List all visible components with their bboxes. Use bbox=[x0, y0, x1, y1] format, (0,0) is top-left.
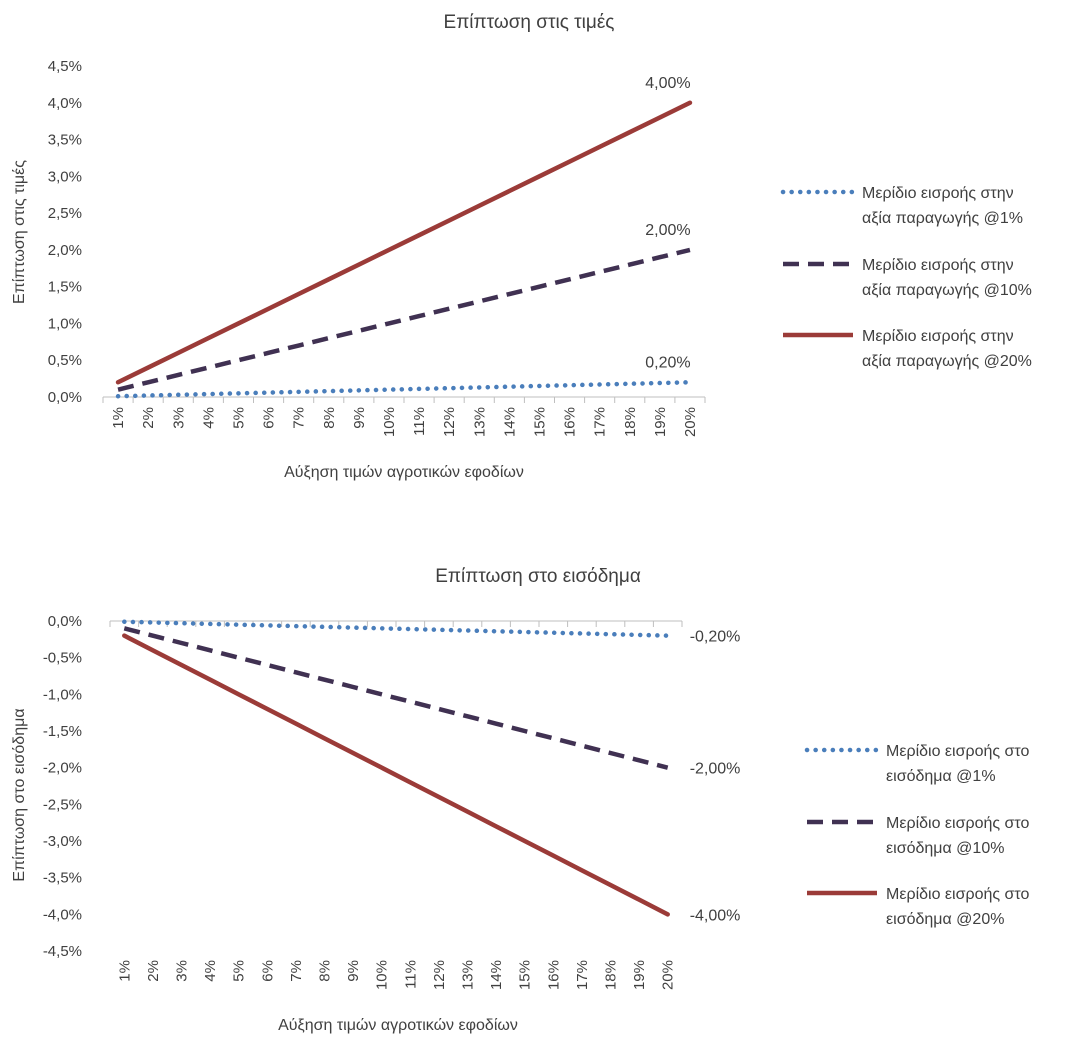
legend-label: αξία παραγωγής @20% bbox=[862, 353, 1032, 370]
series-line-solid bbox=[115, 100, 693, 385]
x-tick-label: 9% bbox=[345, 960, 362, 982]
data-label: 4,00% bbox=[645, 75, 690, 92]
x-tick-label: 14% bbox=[501, 407, 518, 437]
x-tick-label: 7% bbox=[288, 960, 305, 982]
y-tick-label: -4,0% bbox=[43, 906, 82, 923]
x-tick-label: 3% bbox=[174, 960, 191, 982]
x-tick-label: 20% bbox=[660, 960, 677, 990]
y-tick-label: 2,0% bbox=[48, 242, 82, 259]
data-label: 2,00% bbox=[645, 222, 690, 239]
x-tick-label: 4% bbox=[200, 407, 217, 429]
legend-label: Μερίδιο εισροής στην bbox=[862, 257, 1014, 274]
legend-label: εισόδημα @10% bbox=[886, 840, 1004, 857]
chart-title: Επίπτωση στις τιμές bbox=[444, 12, 615, 33]
y-tick-label: -4,5% bbox=[43, 943, 82, 960]
y-tick-label: 4,5% bbox=[48, 58, 82, 75]
legend-label: Μερίδιο εισροής στο bbox=[886, 743, 1030, 760]
legend-label: εισόδημα @20% bbox=[886, 911, 1004, 928]
x-tick-label: 11% bbox=[411, 407, 428, 436]
y-tick-label: 1,0% bbox=[48, 315, 82, 332]
legend-label: αξία παραγωγής @10% bbox=[862, 282, 1032, 299]
x-tick-label: 8% bbox=[321, 407, 338, 429]
y-tick-label: 0,0% bbox=[48, 613, 82, 630]
data-label: -4,00% bbox=[690, 907, 741, 924]
x-tick-label: 6% bbox=[261, 407, 278, 429]
legend-label: Μερίδιο εισροής στο bbox=[886, 886, 1030, 903]
x-tick-label: 4% bbox=[202, 960, 219, 982]
x-tick-label: 15% bbox=[517, 960, 534, 990]
chart-2: Επίπτωση στο εισόδημα 0,0% -0,5% -1,0% -1,5%… bbox=[11, 566, 1030, 1034]
x-tick-label: 16% bbox=[562, 407, 579, 437]
chart-1: Επίπτωση στις τιμές 0,0% 0,5% 1,0% 1,5% 2,0% 2… bbox=[11, 12, 1032, 481]
x-tick-label: 17% bbox=[592, 407, 609, 437]
y-tick-label: -3,0% bbox=[43, 833, 82, 850]
legend-label: αξία παραγωγής @1% bbox=[862, 210, 1023, 227]
series-line-dotted bbox=[115, 380, 693, 399]
y-tick-label: 4,0% bbox=[48, 95, 82, 112]
series-line-solid bbox=[122, 633, 670, 917]
x-axis-title: Αύξηση τιμών αγροτικών εφοδίων bbox=[284, 464, 524, 481]
x-tick-label: 9% bbox=[351, 407, 368, 429]
x-tick-label: 5% bbox=[231, 960, 248, 982]
legend-label: Μερίδιο εισροής στην bbox=[862, 185, 1014, 202]
x-tick-label: 12% bbox=[431, 960, 448, 990]
chart-title: Επίπτωση στο εισόδημα bbox=[435, 566, 641, 587]
y-tick-label: -3,5% bbox=[43, 870, 82, 887]
x-tick-label: 6% bbox=[259, 960, 276, 982]
x-axis-title: Αύξηση τιμών αγροτικών εφοδίων bbox=[278, 1017, 518, 1034]
series-line-dashed bbox=[123, 626, 669, 770]
data-label: -2,00% bbox=[690, 761, 741, 778]
x-tick-label: 10% bbox=[374, 960, 391, 990]
y-tick-label: 0,5% bbox=[48, 352, 82, 369]
x-tick-label: 10% bbox=[381, 407, 398, 437]
x-tick-label: 13% bbox=[471, 407, 488, 437]
x-tick-label: 2% bbox=[145, 960, 162, 982]
y-axis-title: Επίπτωση στο εισόδημα bbox=[11, 708, 28, 881]
legend-label: εισόδημα @1% bbox=[886, 768, 996, 785]
data-label: 0,20% bbox=[645, 354, 690, 371]
x-tick-label: 19% bbox=[631, 960, 648, 990]
y-tick-label: 0,0% bbox=[48, 389, 82, 406]
x-tick-label: 2% bbox=[140, 407, 157, 429]
x-tick-label: 1% bbox=[116, 960, 133, 982]
y-tick-label: 1,5% bbox=[48, 279, 82, 296]
legend-label: Μερίδιο εισροής στην bbox=[862, 328, 1014, 345]
x-tick-label: 18% bbox=[622, 407, 639, 437]
y-tick-label: 3,5% bbox=[48, 132, 82, 149]
series-line-dashed bbox=[117, 247, 691, 392]
y-tick-label: 2,5% bbox=[48, 205, 82, 222]
y-tick-label: -0,5% bbox=[43, 650, 82, 667]
x-tick-label: 13% bbox=[460, 960, 477, 990]
data-label: -0,20% bbox=[690, 629, 741, 646]
y-tick-label: -2,5% bbox=[43, 796, 82, 813]
y-tick-label: -1,0% bbox=[43, 686, 82, 703]
x-tick-label: 15% bbox=[531, 407, 548, 437]
x-tick-label: 8% bbox=[317, 960, 334, 982]
x-tick-label: 14% bbox=[488, 960, 505, 990]
legend-label: Μερίδιο εισροής στο bbox=[886, 815, 1030, 832]
x-tick-label: 3% bbox=[170, 407, 187, 429]
x-tick-label: 7% bbox=[291, 407, 308, 429]
y-tick-label: -1,5% bbox=[43, 723, 82, 740]
x-tick-label: 12% bbox=[441, 407, 458, 437]
y-tick-label: -2,0% bbox=[43, 760, 82, 777]
x-tick-label: 19% bbox=[652, 407, 669, 437]
x-tick-label: 20% bbox=[682, 407, 699, 437]
y-axis-title: Επίπτωση στις τιμές bbox=[11, 160, 28, 304]
x-tick-label: 1% bbox=[110, 407, 127, 429]
x-tick-label: 18% bbox=[603, 960, 620, 990]
y-tick-label: 3,0% bbox=[48, 168, 82, 185]
x-tick-label: 17% bbox=[574, 960, 591, 990]
x-tick-label: 11% bbox=[402, 960, 419, 989]
x-tick-label: 5% bbox=[230, 407, 247, 429]
x-tick-label: 16% bbox=[545, 960, 562, 990]
